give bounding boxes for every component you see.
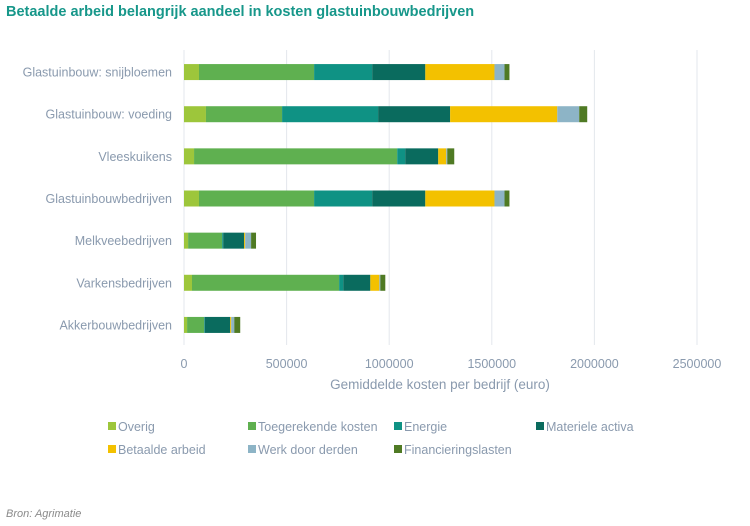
bar-segment (494, 190, 505, 207)
legend-swatch (394, 445, 402, 453)
bar-segment (372, 64, 426, 81)
bar-segment (204, 316, 205, 333)
category-label: Glastuinbouwbedrijven (46, 192, 173, 206)
legend-item: Betaalde arbeid (108, 443, 206, 457)
x-tick-label: 0 (181, 357, 188, 371)
bar-segment (188, 232, 223, 249)
x-tick-label: 1500000 (467, 357, 516, 371)
legend-item: Toegerekende kosten (248, 420, 378, 434)
legend-label: Materiele activa (546, 420, 634, 434)
bar-segment (184, 316, 188, 333)
legend: Overig Toegerekende kosten Energie Materiel… (108, 420, 634, 457)
bar-segment (314, 190, 373, 207)
bar-segment (425, 64, 495, 81)
legend-item: Overig (108, 420, 155, 434)
legend-item: Werk door derden (248, 443, 358, 457)
category-label: Varkensbedrijven (76, 276, 172, 290)
x-tick-label: 2500000 (673, 357, 722, 371)
bar-group (184, 148, 455, 165)
x-tick-label: 500000 (266, 357, 308, 371)
bar-segment (184, 232, 189, 249)
legend-label: Toegerekende kosten (258, 420, 378, 434)
bar-segment (314, 64, 373, 81)
legend-item: Financieringslasten (394, 443, 512, 457)
bar-segment (198, 64, 315, 81)
bar-segment (204, 316, 231, 333)
bar-segment (234, 316, 241, 333)
legend-swatch (394, 422, 402, 430)
bar-segment (282, 106, 379, 123)
legend-label: Betaalde arbeid (118, 443, 206, 457)
legend-label: Overig (118, 420, 155, 434)
bar-segment (447, 148, 455, 165)
bar-segment (244, 232, 246, 249)
bar-segment (230, 316, 232, 333)
bar-segment (425, 190, 495, 207)
chart-title: Betaalde arbeid belangrijk aandeel in ko… (6, 4, 475, 20)
bar-segment (184, 274, 193, 291)
bar-segment (245, 232, 252, 249)
bar-segment (557, 106, 580, 123)
bar-segment (405, 148, 439, 165)
bar-segment (187, 316, 205, 333)
bar-segment (370, 274, 380, 291)
legend-label: Werk door derden (258, 443, 358, 457)
bar-segment (194, 148, 398, 165)
bar-segment (450, 106, 558, 123)
bar-segment (446, 148, 448, 165)
bar-segment (223, 232, 245, 249)
bar-segment (339, 274, 344, 291)
bar-segment (438, 148, 447, 165)
legend-swatch (248, 445, 256, 453)
legend-item: Materiele activa (536, 420, 634, 434)
category-label: Vleeskuikens (98, 150, 172, 164)
legend-swatch (248, 422, 256, 430)
x-tick-label: 1000000 (365, 357, 414, 371)
bar-group (184, 274, 386, 291)
bar-segment (184, 106, 206, 123)
legend-item: Energie (394, 420, 447, 434)
bar-group (184, 106, 588, 123)
bar-segment (343, 274, 371, 291)
legend-swatch (108, 445, 116, 453)
bar-segment (379, 274, 381, 291)
category-label: Melkveebedrijven (75, 234, 172, 248)
legend-label: Energie (404, 420, 447, 434)
bars (184, 64, 588, 333)
bar-group (184, 232, 257, 249)
bar-group (184, 64, 510, 81)
bar-segment (380, 274, 386, 291)
bar-segment (397, 148, 406, 165)
bar-segment (378, 106, 451, 123)
x-tick-label: 2000000 (570, 357, 619, 371)
legend-label: Financieringslasten (404, 443, 512, 457)
bar-group (184, 316, 241, 333)
bar-segment (579, 106, 588, 123)
x-tick-labels: 0 500000 1000000 1500000 2000000 2500000 (181, 357, 722, 371)
bar-segment (231, 316, 235, 333)
bar-segment (184, 64, 199, 81)
x-axis-label: Gemiddelde kosten per bedrijf (euro) (330, 377, 550, 392)
category-label: Glastuinbouw: voeding (46, 108, 173, 122)
bar-segment (494, 64, 505, 81)
bar-segment (504, 64, 510, 81)
bar-segment (372, 190, 426, 207)
bar-segment (222, 232, 224, 249)
bar-segment (205, 106, 283, 123)
legend-swatch (536, 422, 544, 430)
bar-segment (504, 190, 510, 207)
bar-segment (192, 274, 340, 291)
category-label: Glastuinbouw: snijbloemen (23, 66, 172, 80)
legend-swatch (108, 422, 116, 430)
bar-group (184, 190, 510, 207)
bar-segment (184, 190, 199, 207)
category-label: Akkerbouwbedrijven (59, 318, 172, 332)
bar-segment (184, 148, 195, 165)
bar-segment (198, 190, 315, 207)
category-labels: Glastuinbouw: snijbloemen Glastuinbouw: v… (23, 66, 172, 333)
source-note: Bron: Agrimatie (6, 508, 82, 520)
bar-segment (251, 232, 257, 249)
